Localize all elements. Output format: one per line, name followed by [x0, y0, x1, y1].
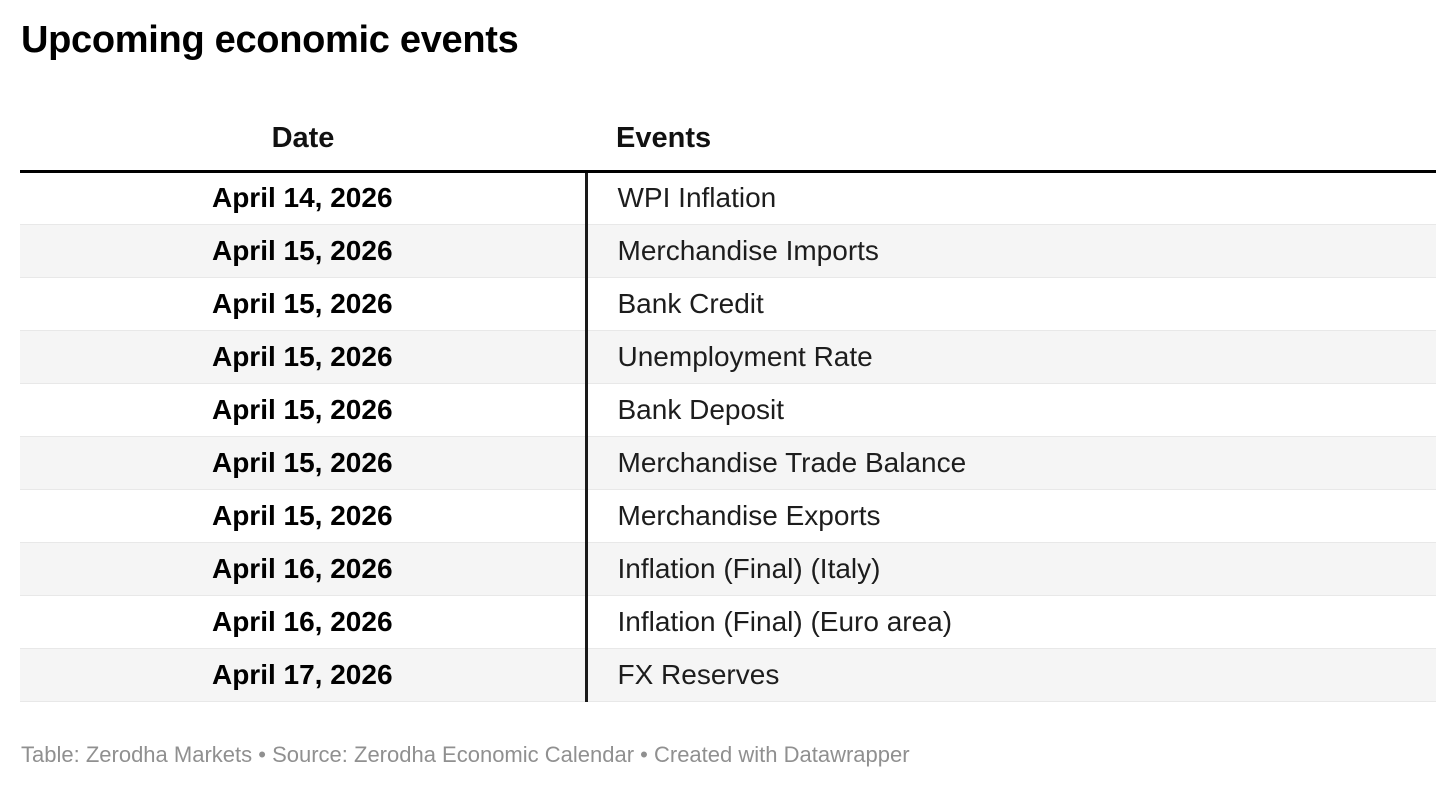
- table-row: April 14, 2026 WPI Inflation: [20, 171, 1436, 225]
- table-row: April 15, 2026 Merchandise Imports: [20, 224, 1436, 278]
- date-cell: April 16, 2026: [20, 595, 586, 649]
- event-cell: Bank Credit: [584, 277, 1436, 331]
- footer-text: Created with: [653, 741, 784, 767]
- event-cell: Inflation (Final) (Euro area): [584, 595, 1436, 649]
- table-body: April 14, 2026 WPI Inflation April 15, 202…: [20, 171, 1436, 702]
- date-cell: April 15, 2026: [20, 224, 586, 278]
- footer-text: Source:: [272, 741, 354, 767]
- date-cell: April 16, 2026: [20, 542, 586, 596]
- footer-text: Table:: [21, 741, 86, 767]
- date-cell: April 15, 2026: [20, 330, 586, 384]
- event-cell: WPI Inflation: [584, 171, 1436, 225]
- event-cell: FX Reserves: [584, 648, 1436, 702]
- table-row: April 15, 2026 Bank Credit: [20, 277, 1436, 331]
- event-cell: Merchandise Imports: [584, 224, 1436, 278]
- date-cell: April 17, 2026: [20, 648, 586, 702]
- table-row: April 16, 2026 Inflation (Final) (Italy): [20, 542, 1436, 596]
- column-header-date: Date: [20, 121, 586, 173]
- date-cell: April 15, 2026: [20, 277, 586, 331]
- table-row: April 17, 2026 FX Reserves: [20, 648, 1436, 702]
- footer-text: •: [634, 741, 654, 767]
- table-row: April 15, 2026 Bank Deposit: [20, 383, 1436, 437]
- footer-text: •: [252, 741, 273, 767]
- table-row: April 15, 2026 Merchandise Exports: [20, 489, 1436, 543]
- table-row: April 16, 2026 Inflation (Final) (Euro ar…: [20, 595, 1436, 649]
- footer-link-zerodha-markets[interactable]: Zerodha Markets: [85, 741, 253, 767]
- economic-events-table: Date Events April 14, 2026 WPI Inflation A…: [20, 121, 1436, 702]
- event-cell: Merchandise Trade Balance: [584, 436, 1436, 490]
- footer-link-datawrapper[interactable]: Datawrapper: [783, 741, 910, 767]
- table-row: April 15, 2026 Unemployment Rate: [20, 330, 1436, 384]
- table-row: April 15, 2026 Merchandise Trade Balance: [20, 436, 1436, 490]
- date-cell: April 15, 2026: [20, 436, 586, 490]
- event-cell: Bank Deposit: [584, 383, 1436, 437]
- date-cell: April 15, 2026: [20, 489, 586, 543]
- date-cell: April 15, 2026: [20, 383, 586, 437]
- page-title: Upcoming economic events: [21, 19, 519, 61]
- event-cell: Merchandise Exports: [584, 489, 1436, 543]
- table-footer: Table: Zerodha Markets • Source: Zerodha…: [21, 742, 1436, 768]
- table-header-row: Date Events: [20, 121, 1436, 173]
- footer-link-zerodha-economic-calendar[interactable]: Zerodha Economic Calendar: [354, 741, 635, 767]
- column-header-events: Events: [586, 121, 1436, 173]
- event-cell: Inflation (Final) (Italy): [584, 542, 1436, 596]
- date-cell: April 14, 2026: [20, 171, 586, 225]
- event-cell: Unemployment Rate: [584, 330, 1436, 384]
